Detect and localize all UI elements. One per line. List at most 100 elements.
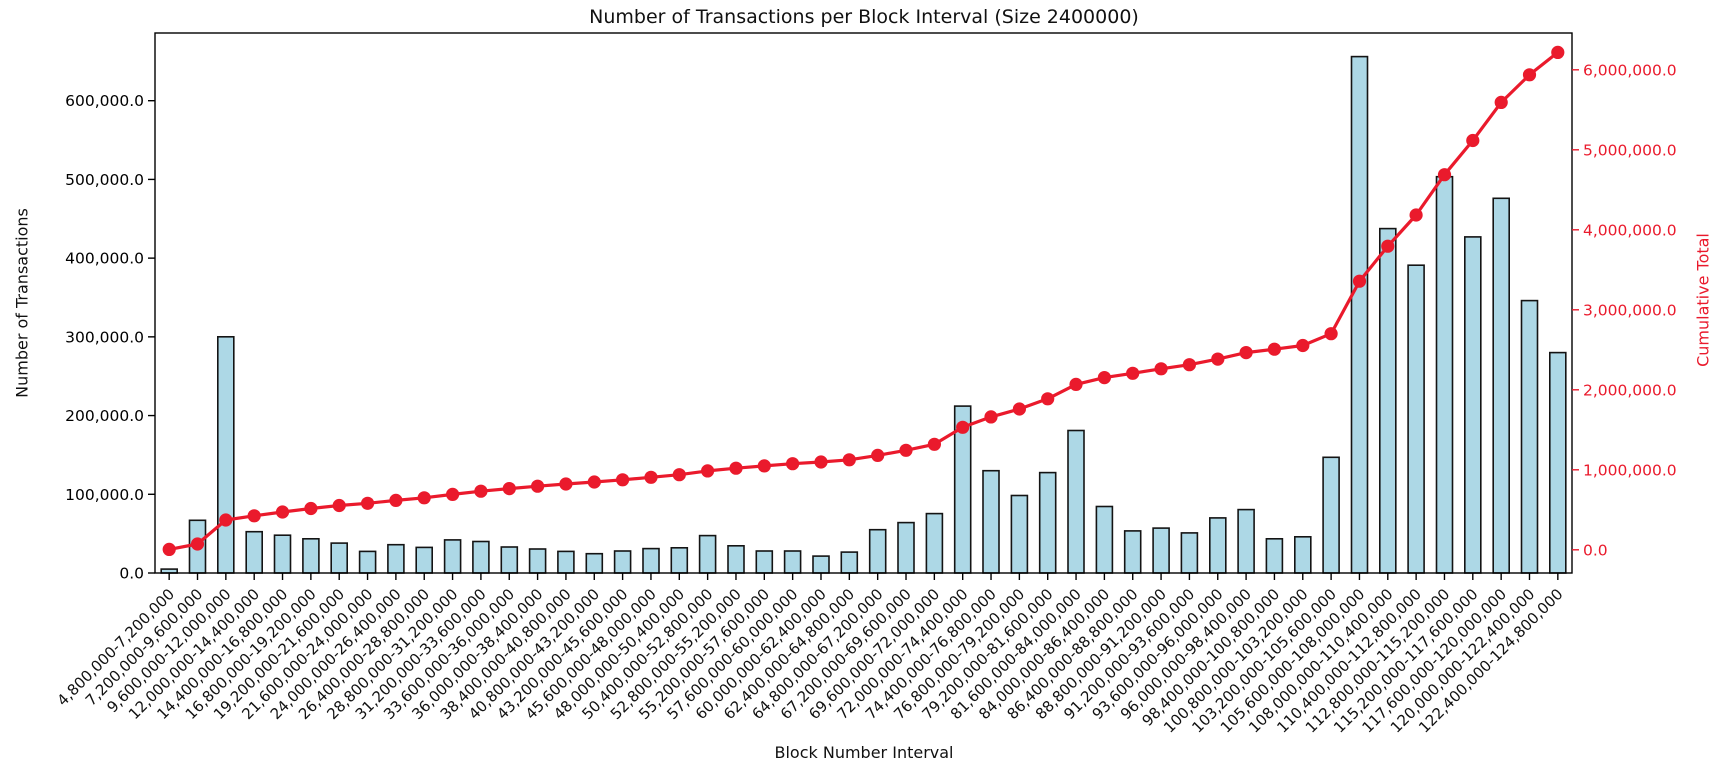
data-point xyxy=(814,455,828,469)
data-point xyxy=(275,505,290,519)
bar xyxy=(1067,429,1085,574)
bar xyxy=(500,546,519,574)
bar xyxy=(387,543,405,574)
data-point xyxy=(1239,346,1253,360)
bar xyxy=(1209,517,1227,574)
data-point xyxy=(474,484,488,498)
x-axis-label: Block Number Interval xyxy=(774,743,954,762)
bar xyxy=(868,528,887,574)
data-point xyxy=(616,473,630,487)
data-point xyxy=(1041,392,1055,406)
bar xyxy=(415,546,434,574)
data-point xyxy=(644,470,658,484)
left-tick-label: 0.0 xyxy=(119,565,144,583)
data-point xyxy=(559,477,573,491)
bar xyxy=(1520,299,1539,574)
bar xyxy=(273,534,292,574)
data-point xyxy=(672,468,686,482)
bar xyxy=(812,555,830,574)
data-point xyxy=(1211,352,1225,366)
bar xyxy=(585,552,604,574)
right-tick-label: 6,000,000.0 xyxy=(1583,61,1677,79)
data-point xyxy=(757,459,771,473)
data-point xyxy=(1494,95,1508,109)
data-point xyxy=(219,513,233,527)
plot-border xyxy=(154,32,1573,574)
bar xyxy=(557,550,575,574)
data-point xyxy=(502,482,516,496)
bar xyxy=(613,550,632,574)
data-point xyxy=(1154,362,1168,376)
data-point xyxy=(729,461,743,475)
data-point xyxy=(1097,371,1111,385)
bar xyxy=(217,335,235,574)
data-point xyxy=(389,493,403,507)
data-point xyxy=(332,498,346,513)
data-point xyxy=(927,437,942,451)
bar xyxy=(1237,508,1255,574)
bar xyxy=(783,550,802,574)
data-point xyxy=(842,453,856,467)
bar xyxy=(670,546,689,574)
data-point xyxy=(1069,377,1083,391)
data-point xyxy=(1352,274,1367,288)
left-tick-label: 300,000.0 xyxy=(65,328,144,346)
data-point xyxy=(1437,168,1452,182)
data-point xyxy=(701,464,715,478)
bar xyxy=(1350,55,1369,574)
bar xyxy=(1379,227,1397,574)
bar xyxy=(1549,351,1567,574)
left-tick-label: 100,000.0 xyxy=(65,486,144,504)
bar xyxy=(1038,471,1057,574)
data-point xyxy=(304,501,318,516)
bar xyxy=(1152,527,1170,574)
chart-title: Number of Transactions per Block Interva… xyxy=(589,6,1139,28)
bar xyxy=(1322,456,1340,574)
bar xyxy=(897,521,915,574)
data-point xyxy=(247,509,261,523)
bar xyxy=(302,537,320,574)
data-point xyxy=(1267,342,1281,356)
data-point xyxy=(1182,358,1196,372)
data-point xyxy=(531,479,545,493)
bar xyxy=(472,540,490,574)
bar xyxy=(755,550,774,574)
bar xyxy=(245,530,263,574)
data-point xyxy=(984,410,998,424)
left-tick-label: 600,000.0 xyxy=(65,92,144,110)
bar xyxy=(443,539,462,574)
bar xyxy=(1123,530,1142,574)
data-point xyxy=(1409,208,1423,222)
right-tick-label: 1,000,000.0 xyxy=(1583,461,1677,479)
bar xyxy=(1435,175,1454,574)
right-tick-label: 4,000,000.0 xyxy=(1583,221,1677,239)
bar xyxy=(330,542,349,574)
data-point xyxy=(871,448,885,462)
bar xyxy=(1407,264,1425,574)
data-point xyxy=(1324,327,1338,341)
data-point xyxy=(361,496,375,510)
right-tick-label: 0.0 xyxy=(1583,541,1608,559)
data-point xyxy=(190,537,205,551)
right-tick-label: 5,000,000.0 xyxy=(1583,141,1677,159)
bar xyxy=(1265,537,1284,574)
bar xyxy=(727,544,745,574)
left-tick-label: 500,000.0 xyxy=(65,171,144,189)
right-tick-label: 2,000,000.0 xyxy=(1583,381,1677,399)
data-point xyxy=(1551,45,1565,60)
data-point xyxy=(1466,133,1480,148)
bar xyxy=(642,547,660,574)
bar xyxy=(925,512,944,574)
bar xyxy=(1095,505,1114,574)
bar xyxy=(1464,236,1482,574)
bar xyxy=(528,548,547,574)
data-point xyxy=(786,457,800,471)
left-tick-label: 200,000.0 xyxy=(65,407,144,425)
data-point xyxy=(1381,239,1395,253)
bar xyxy=(840,551,859,574)
data-point xyxy=(956,420,970,434)
data-point xyxy=(587,475,601,489)
data-point xyxy=(1126,366,1140,380)
data-point xyxy=(417,491,431,505)
